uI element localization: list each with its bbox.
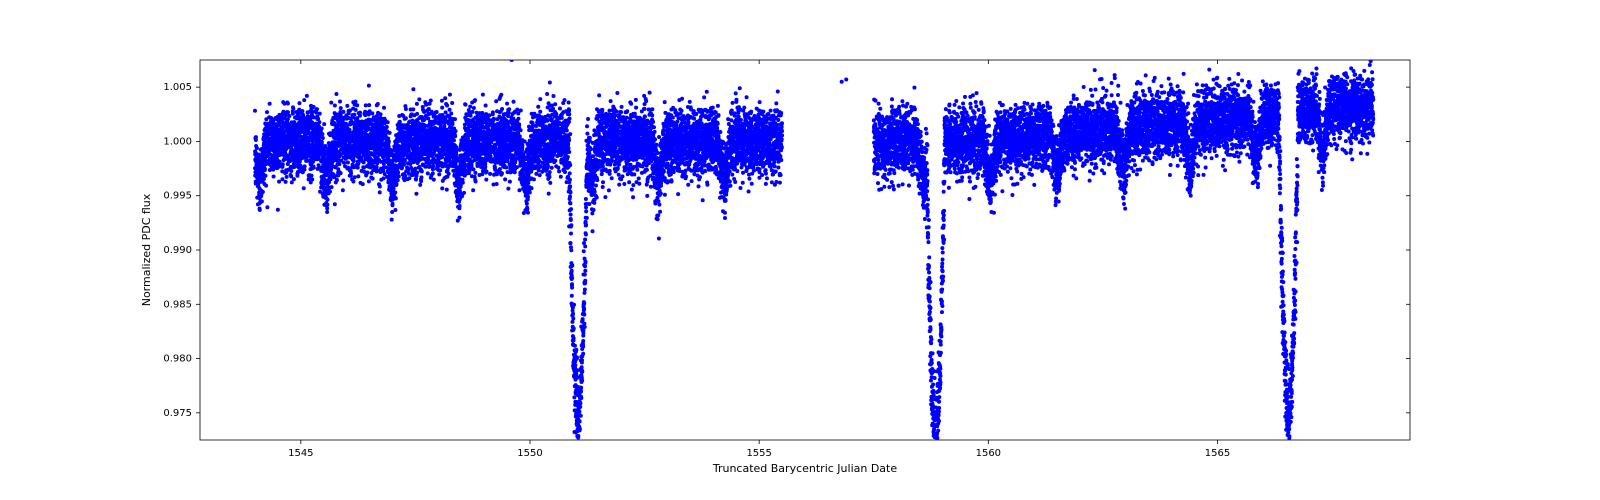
y-axis-label: Normalized PDC flux: [140, 193, 153, 306]
y-tick-label: 1.000: [163, 136, 192, 147]
y-tick-label: 0.975: [163, 408, 192, 419]
x-tick-label: 1555: [746, 448, 771, 459]
x-tick-label: 1545: [288, 448, 313, 459]
light-curve-chart: 1545 1550 1555 1560 1565 0.975 0.980 0.985 0.990…: [0, 0, 1600, 500]
y-tick-label: 0.985: [163, 299, 192, 310]
y-tick-label: 0.990: [163, 245, 192, 256]
y-tick-label: 0.995: [163, 191, 192, 202]
x-tick-label: 1550: [517, 448, 542, 459]
y-tick-label: 0.980: [163, 354, 192, 365]
scatter-series: [253, 58, 1375, 440]
y-tick-label: 1.005: [163, 82, 192, 93]
x-tick-label: 1560: [976, 448, 1001, 459]
x-axis-label: Truncated Barycentric Julian Date: [712, 462, 898, 475]
x-tick-label: 1565: [1205, 448, 1230, 459]
chart-svg: 1545 1550 1555 1560 1565 0.975 0.980 0.985 0.990…: [0, 0, 1600, 500]
